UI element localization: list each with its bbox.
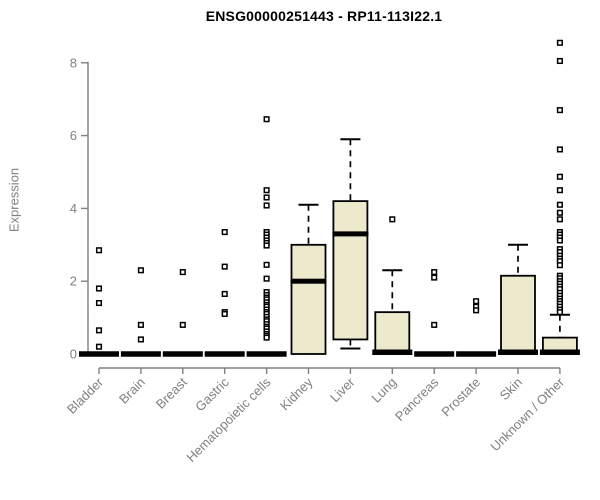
x-tick-label-breast: Breast	[153, 374, 190, 411]
outlier-point-hematopoietic-cells	[263, 242, 270, 249]
x-tick-label-prostate: Prostate	[438, 375, 483, 420]
box-brain	[120, 351, 161, 357]
outlier-point-pancreas	[431, 321, 438, 328]
outlier-point-bladder	[95, 327, 103, 334]
outlier-point-pancreas	[431, 269, 438, 276]
outlier-point-breast	[179, 269, 186, 276]
x-tick-label-unknown-other: Unknown / Other	[487, 374, 567, 454]
outlier-point-unknown-other	[556, 262, 563, 269]
outlier-point-gastric	[221, 263, 228, 270]
y-tick-label: 0	[70, 347, 77, 362]
median-lung	[372, 349, 413, 355]
box-breast	[162, 351, 203, 357]
x-tick-label-brain: Brain	[116, 375, 148, 407]
y-tick-label: 4	[70, 201, 77, 216]
box-skin	[500, 274, 536, 355]
outlier-point-unknown-other	[556, 173, 563, 180]
median-kidney	[290, 278, 327, 284]
outlier-point-unknown-other	[556, 201, 563, 208]
x-tick-label-skin: Skin	[497, 375, 525, 403]
outlier-point-unknown-other	[556, 209, 563, 216]
outlier-point-unknown-other	[556, 237, 563, 244]
outlier-point-hematopoietic-cells	[263, 194, 270, 201]
box-gastric	[204, 351, 245, 357]
outlier-point-prostate	[473, 307, 480, 314]
chart-title: ENSG00000251443 - RP11-113I22.1	[205, 8, 443, 24]
x-tick-label-lung: Lung	[368, 375, 399, 406]
y-tick-label: 2	[70, 274, 77, 289]
outlier-point-unknown-other	[556, 57, 563, 65]
outlier-point-gastric	[221, 229, 228, 236]
outlier-point-gastric	[221, 310, 228, 318]
outlier-point-brain	[137, 267, 144, 274]
outlier-point-brain	[137, 321, 144, 328]
outlier-point-hematopoietic-cells	[263, 202, 270, 209]
box-pancreas	[414, 351, 455, 357]
y-tick-label: 8	[70, 55, 77, 70]
outlier-point-bladder	[95, 343, 103, 350]
box-prostate	[456, 351, 497, 357]
outlier-point-hematopoietic-cells	[263, 334, 270, 341]
outlier-point-unknown-other	[556, 107, 563, 114]
box-kidney	[290, 243, 327, 355]
x-tick-label-gastric: Gastric	[192, 374, 232, 414]
outlier-point-hematopoietic-cells	[263, 187, 270, 194]
outlier-point-unknown-other	[556, 187, 563, 194]
box-hematopoietic-cells	[246, 351, 287, 357]
outlier-point-prostate	[473, 298, 480, 305]
x-tick-label-kidney: Kidney	[277, 374, 316, 413]
x-tick-label-pancreas: Pancreas	[392, 374, 442, 424]
box-liver	[332, 200, 369, 341]
x-tick-label-liver: Liver	[327, 374, 358, 405]
outlier-point-breast	[179, 321, 186, 328]
outlier-point-brain	[137, 336, 144, 343]
outlier-point-unknown-other	[556, 39, 563, 46]
outlier-point-unknown-other	[556, 216, 563, 223]
box-lung	[374, 311, 411, 355]
outlier-point-hematopoietic-cells	[263, 116, 270, 123]
outlier-point-bladder	[95, 299, 103, 307]
x-tick-label-bladder: Bladder	[64, 374, 107, 417]
outlier-point-bladder	[95, 285, 103, 292]
outlier-point-gastric	[221, 290, 228, 297]
outlier-point-hematopoietic-cells	[263, 275, 270, 282]
outlier-point-hematopoietic-cells	[263, 261, 270, 268]
y-tick-label: 6	[70, 128, 77, 143]
median-skin	[498, 349, 538, 355]
box-bladder	[79, 351, 119, 357]
outlier-point-unknown-other	[556, 146, 563, 153]
median-unknown-other	[539, 349, 580, 355]
outlier-point-lung	[389, 216, 396, 223]
outlier-point-pancreas	[431, 274, 438, 281]
outlier-point-unknown-other	[556, 309, 563, 316]
outlier-point-bladder	[95, 247, 103, 254]
median-liver	[332, 231, 369, 237]
